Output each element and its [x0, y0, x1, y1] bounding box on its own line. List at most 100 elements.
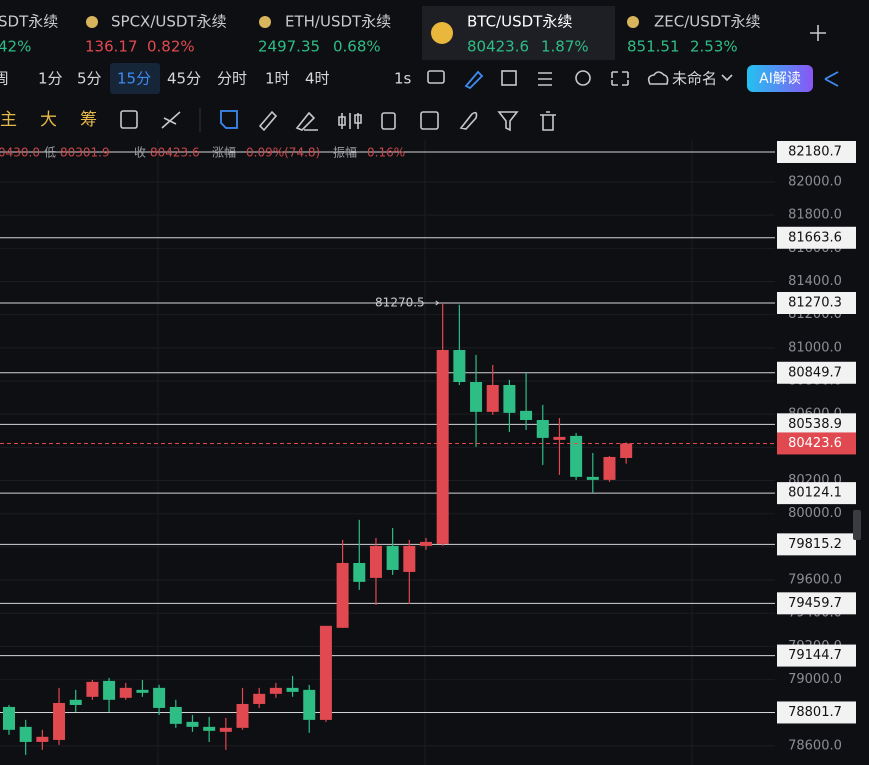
tool-icon[interactable] [258, 110, 278, 132]
candle-body [36, 736, 49, 742]
candle-body [436, 349, 449, 544]
list-icon[interactable] [538, 72, 552, 86]
share-icon[interactable] [824, 71, 839, 87]
scroll-handle[interactable] [853, 510, 861, 540]
tab-price: 80423.6 [467, 38, 529, 56]
tab-symbol[interactable]: SPCX/USDT永续 [111, 13, 227, 31]
interval[interactable]: 1分 [38, 70, 63, 88]
price-level-label: 78801.7 [788, 705, 842, 720]
info-label: 振幅 [333, 145, 357, 160]
dropdown-icon[interactable] [721, 74, 733, 82]
interval[interactable]: 周 [0, 70, 9, 88]
coin-icon [259, 16, 271, 28]
candle-body [620, 443, 633, 458]
y-tick-label: 79000.0 [788, 672, 842, 687]
delete-icon[interactable] [540, 111, 556, 131]
tool-icon[interactable] [459, 111, 478, 130]
active-tab-bg [422, 6, 615, 60]
active-interval-bg [110, 63, 160, 94]
candle-body [203, 726, 216, 731]
candle-body [19, 726, 32, 742]
y-tick-label: 80000.0 [788, 506, 842, 521]
indicator-toggle[interactable]: 主 [0, 110, 17, 130]
coin-icon [431, 22, 453, 44]
candle-body [486, 384, 499, 412]
ai-button[interactable] [747, 65, 813, 92]
indicator-toggle[interactable]: 筹 [80, 110, 97, 130]
tool-icon[interactable] [381, 112, 396, 130]
fullscreen-icon[interactable] [611, 71, 629, 86]
price-level-label: 81270.3 [788, 296, 842, 311]
price-level-tag [777, 361, 856, 384]
tool-icon[interactable] [295, 111, 318, 131]
tool-icon[interactable] [420, 111, 439, 130]
candle-body [186, 721, 199, 727]
candle-body [453, 349, 466, 383]
candle-body [536, 419, 549, 438]
current-price-tag [777, 432, 856, 455]
price-level-label: 80849.7 [788, 365, 842, 380]
layout-name[interactable]: 未命名 [672, 70, 717, 88]
add-tab-button[interactable] [810, 25, 826, 41]
price-level-label: 79815.2 [788, 537, 842, 552]
tab-symbol[interactable]: BTC/USDT永续 [467, 13, 572, 31]
candlestick-chart: 78600.078800.079000.079200.079400.079600… [0, 140, 856, 765]
price-level-tag [777, 482, 856, 505]
candle-body [136, 689, 149, 693]
tab-bar: SDT永续 42% SPCX/USDT永续 136.17 0.82% ETH/U… [0, 6, 826, 60]
tab-price: 2497.35 [258, 38, 320, 56]
candle-body [570, 435, 583, 477]
tool-icon[interactable] [220, 110, 238, 129]
draw-icon[interactable] [464, 70, 484, 90]
candle-body [353, 562, 366, 582]
interval[interactable]: 45分 [167, 70, 201, 88]
candle-body [153, 687, 166, 708]
seconds-interval[interactable]: 1s [394, 70, 412, 88]
price-level-label: 79459.7 [788, 596, 842, 611]
tab-price: 136.17 [85, 38, 138, 56]
tool-icon[interactable] [120, 110, 138, 129]
tab-change: 0.82% [147, 38, 195, 56]
price-level-tag [777, 592, 856, 615]
info-value: 80301.9 [60, 146, 110, 160]
candle-body [53, 702, 66, 740]
tool-icon[interactable] [161, 111, 181, 129]
candle-body [253, 693, 266, 704]
tab-change: 0.68% [333, 38, 381, 56]
price-level-label: 82180.7 [788, 144, 842, 159]
candle-body [520, 410, 533, 420]
indicator-toggle[interactable]: 大 [40, 110, 57, 130]
info-value: 0.09%(74.8) [246, 146, 320, 160]
tab-symbol[interactable]: ETH/USDT永续 [285, 13, 391, 31]
filter-icon[interactable] [497, 111, 519, 132]
y-tick-label: 78600.0 [788, 738, 842, 753]
tab-symbol[interactable]: SDT永续 [0, 13, 58, 31]
interval[interactable]: 1时 [265, 70, 290, 88]
cloud-icon[interactable] [647, 71, 669, 85]
price-level-tag [777, 644, 856, 667]
tab-symbol[interactable]: ZEC/USDT永续 [654, 13, 761, 31]
settings-icon[interactable] [575, 70, 591, 86]
interval[interactable]: 5分 [77, 70, 102, 88]
price-level-label: 81663.6 [788, 230, 842, 245]
candle-body [420, 541, 432, 546]
interval[interactable]: 4时 [305, 70, 330, 88]
tab-price: 851.51 [627, 38, 680, 56]
candle-body [303, 689, 316, 720]
interval[interactable]: 15分 [117, 70, 151, 88]
screen-icon[interactable] [501, 70, 517, 86]
camera-icon[interactable] [427, 70, 445, 84]
price-level-tag [777, 226, 856, 249]
interval[interactable]: 分时 [217, 70, 247, 88]
coin-icon [86, 16, 98, 28]
price-level-tag [777, 701, 856, 724]
ai-button-label[interactable]: AI解读 [759, 70, 801, 87]
candle-body [119, 687, 132, 698]
ohlc-info: 0430.0 低 80301.9 收 80423.6 涨幅 0.09%(74.8… [0, 145, 405, 160]
candle-body [319, 625, 332, 720]
info-value: 80423.6 [150, 146, 200, 160]
candle-body [386, 545, 399, 570]
tool-icon[interactable] [338, 113, 362, 129]
